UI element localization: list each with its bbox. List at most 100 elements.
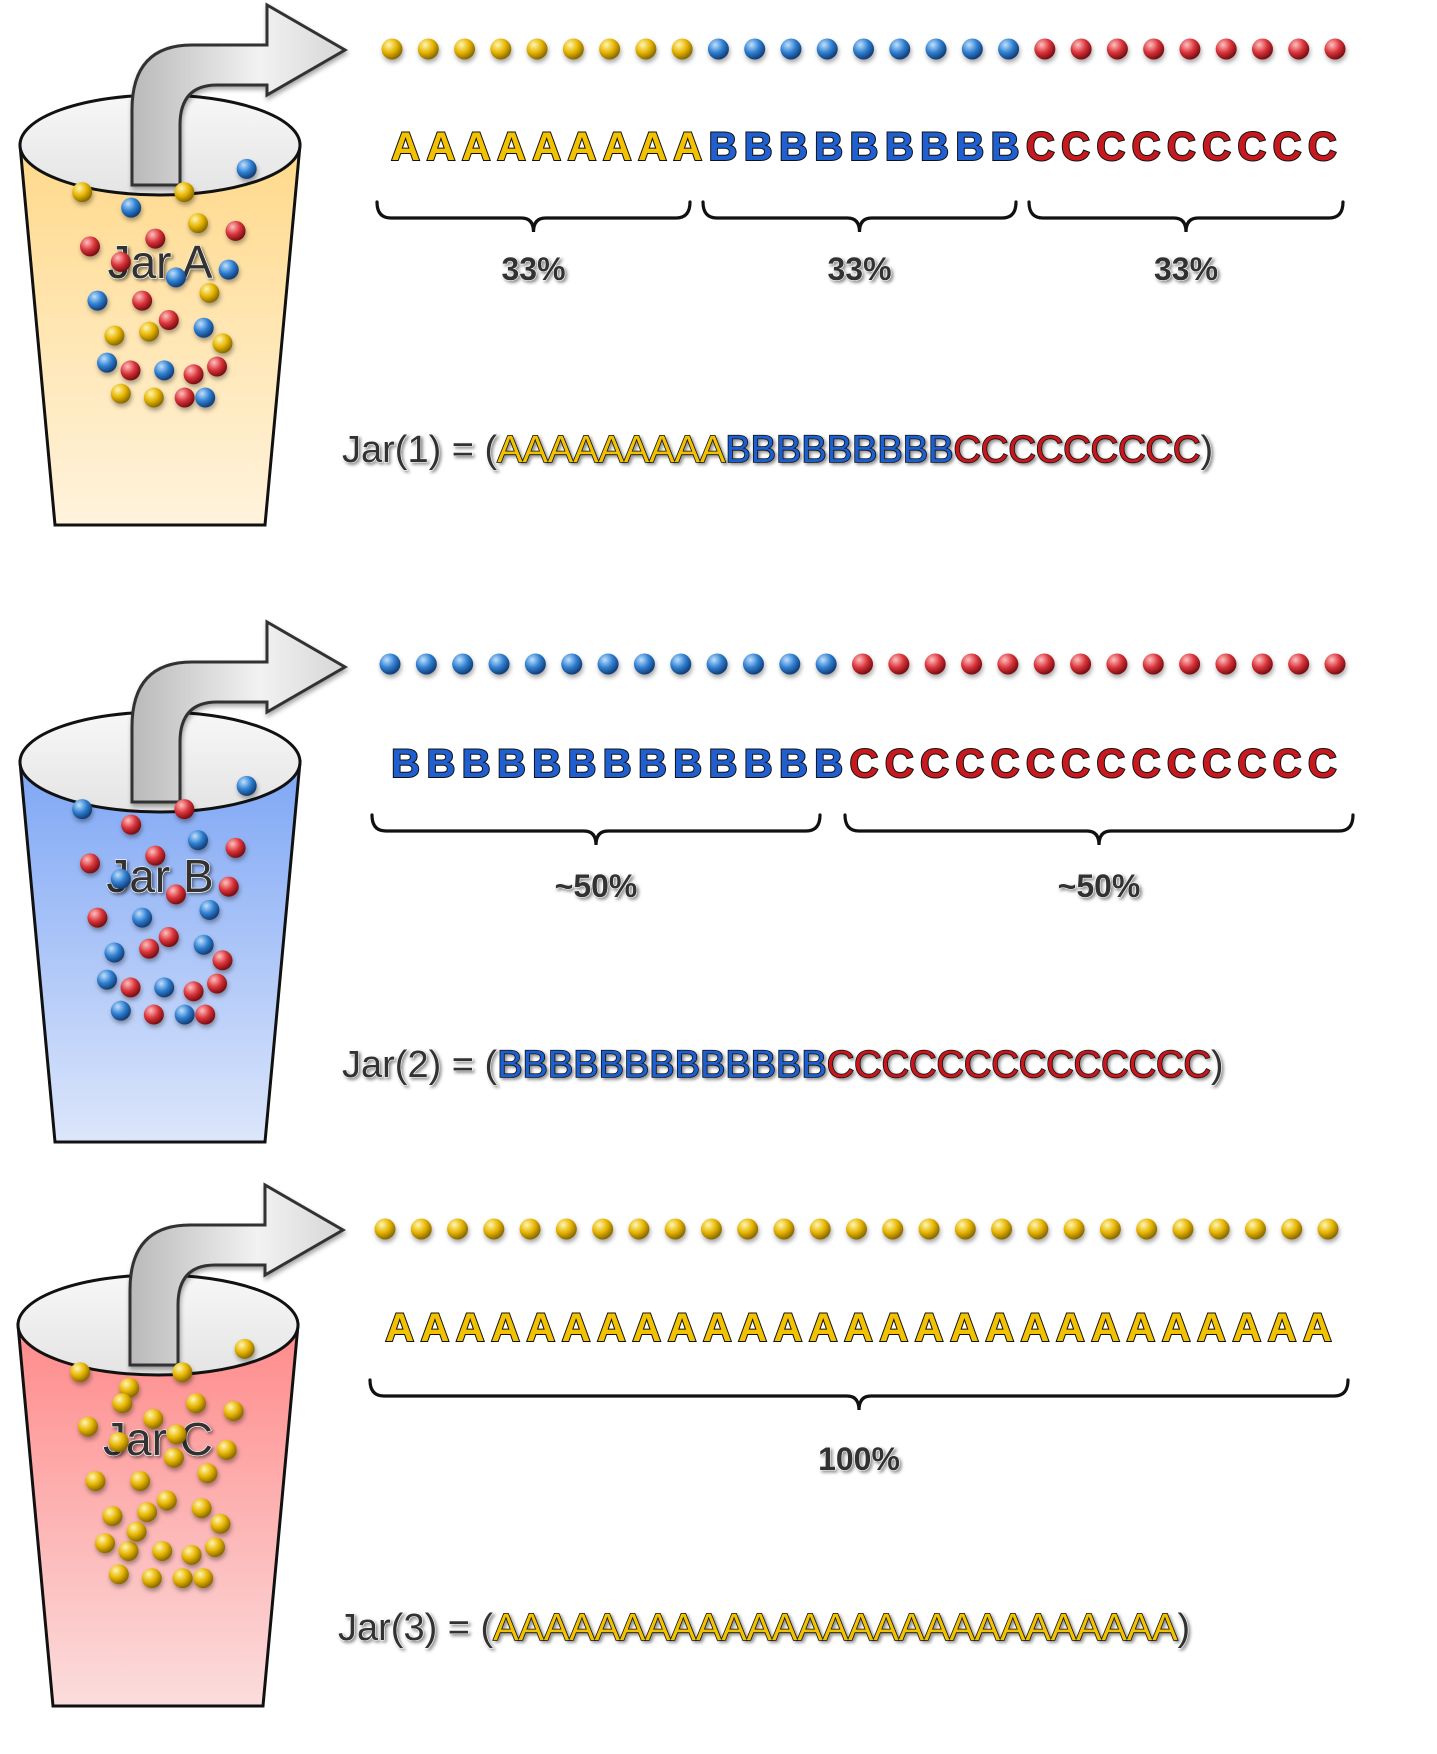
letter-B: B xyxy=(603,742,632,786)
letter-B: B xyxy=(779,742,808,786)
formula-prefix: Jar(3) = ( xyxy=(338,1607,494,1649)
letter-C: C xyxy=(1202,742,1231,786)
segment-brace xyxy=(843,813,1355,846)
bead-B xyxy=(597,653,619,675)
ball-C xyxy=(218,876,239,897)
ball-B xyxy=(236,158,257,179)
letter-B: B xyxy=(920,125,949,169)
letter-C: C xyxy=(1132,742,1161,786)
letter-B: B xyxy=(850,125,879,169)
bead-C xyxy=(1033,653,1055,675)
ball-A xyxy=(143,1408,164,1429)
ball-C xyxy=(80,236,101,257)
ball-C xyxy=(145,228,166,249)
ball-A xyxy=(126,1521,147,1542)
bead-A xyxy=(526,38,548,60)
ball-A xyxy=(85,1471,106,1492)
segment-percentage: ~50% xyxy=(1058,868,1141,904)
ball-B xyxy=(110,1000,131,1021)
letter-A: A xyxy=(879,1306,908,1350)
letter-A: A xyxy=(915,1306,944,1350)
arrow-icon xyxy=(130,619,349,804)
ball-C xyxy=(183,981,204,1002)
ball-A xyxy=(70,1362,91,1383)
ball-B xyxy=(188,830,209,851)
bead-B xyxy=(379,653,401,675)
bead-A xyxy=(454,38,476,60)
bead-A xyxy=(991,1218,1013,1240)
letter-B: B xyxy=(673,742,702,786)
formula-A: AAAAAAAAAAAAAAAAAAAAAAAAAAA xyxy=(493,1607,1178,1649)
segment-percentage: 33% xyxy=(827,251,891,287)
bead-C xyxy=(924,653,946,675)
ball-C xyxy=(174,799,195,820)
letter-B: B xyxy=(638,742,667,786)
bead-A xyxy=(447,1218,469,1240)
bead-C xyxy=(1179,653,1201,675)
bead-B xyxy=(452,653,474,675)
letter-A: A xyxy=(773,1306,802,1350)
bead-C xyxy=(961,653,983,675)
letter-B: B xyxy=(885,125,914,169)
letter-C: C xyxy=(920,742,949,786)
ball-A xyxy=(193,1568,214,1589)
bead-A xyxy=(1208,1218,1230,1240)
bead-A xyxy=(918,1218,940,1240)
bead-C xyxy=(1215,38,1237,60)
bead-C xyxy=(852,653,873,675)
bead-C xyxy=(1251,653,1273,675)
ball-B xyxy=(236,775,257,796)
letter-A: A xyxy=(391,125,420,169)
letter-C: C xyxy=(1237,742,1266,786)
letter-A: A xyxy=(526,1306,555,1350)
letter-A: A xyxy=(597,1306,626,1350)
jar-body xyxy=(18,143,302,527)
ball-C xyxy=(158,927,179,948)
ball-A xyxy=(212,333,233,354)
letter-B: B xyxy=(744,125,773,169)
bead-C xyxy=(1324,653,1346,675)
bead-B xyxy=(779,653,801,675)
letter-A: A xyxy=(562,1306,591,1350)
arrow-icon xyxy=(128,1182,347,1367)
panel-3: Jar CA A A A A A A A A A A A A A A A A A A A A A A A A A A100%Jar(… xyxy=(16,1182,1350,1708)
ball-A xyxy=(112,1393,133,1414)
bead-B xyxy=(889,38,911,60)
bead-A xyxy=(374,1218,396,1240)
segment-percentage: 33% xyxy=(1154,251,1218,287)
ball-C xyxy=(139,938,160,959)
ball-B xyxy=(87,290,108,311)
ball-A xyxy=(102,1505,123,1526)
ball-C xyxy=(120,360,141,381)
bead-C xyxy=(1179,38,1201,60)
ball-B xyxy=(218,259,239,280)
bead-C xyxy=(1106,653,1128,675)
ball-A xyxy=(188,213,209,234)
letter-A: A xyxy=(1268,1306,1297,1350)
bead-A xyxy=(599,38,621,60)
letter-A: A xyxy=(1197,1306,1226,1350)
bead-B xyxy=(925,38,947,60)
letter-B: B xyxy=(814,125,843,169)
letter-A: A xyxy=(532,125,561,169)
segment-brace xyxy=(701,200,1018,233)
bead-B xyxy=(961,38,983,60)
ball-C xyxy=(87,907,108,928)
bead-B xyxy=(780,38,802,60)
letter-C: C xyxy=(1096,742,1125,786)
bead-B xyxy=(744,38,766,60)
bead-A xyxy=(700,1218,722,1240)
formula-prefix: Jar(1) = ( xyxy=(342,429,498,471)
bead-C xyxy=(1288,653,1310,675)
bead-C xyxy=(1142,653,1164,675)
ball-C xyxy=(207,356,228,377)
letter-C: C xyxy=(1273,742,1302,786)
ball-C xyxy=(225,837,246,858)
bead-C xyxy=(1070,38,1092,60)
ball-C xyxy=(165,884,186,905)
letter-B: B xyxy=(955,125,984,169)
ball-A xyxy=(181,1544,202,1565)
bead-B xyxy=(853,38,874,60)
ball-A xyxy=(172,1362,193,1383)
bead-B xyxy=(670,653,692,675)
